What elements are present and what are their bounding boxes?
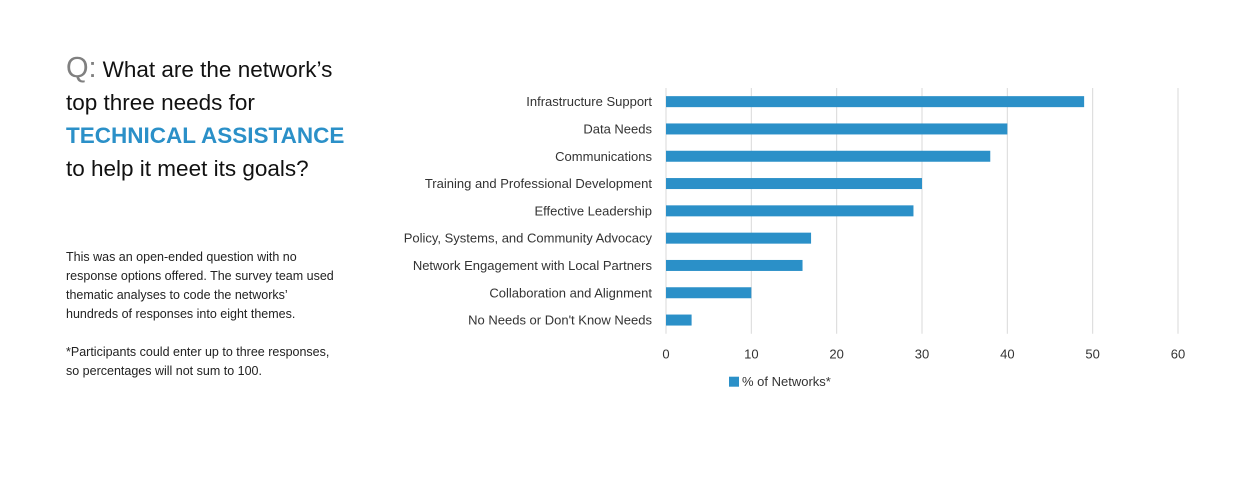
bar: [666, 178, 922, 190]
bar: [666, 96, 1085, 108]
x-tick-label: 30: [915, 347, 929, 362]
y-category-label: Data Needs: [583, 121, 652, 136]
y-category-label: No Needs or Don't Know Needs: [468, 313, 652, 328]
description-block: This was an open-ended question with no …: [66, 248, 336, 400]
bar: [666, 287, 752, 299]
y-category-label: Communications: [555, 149, 652, 164]
x-tick-label: 60: [1171, 347, 1185, 362]
question-label: Q:: [66, 52, 97, 84]
bar: [666, 150, 991, 162]
y-category-label: Policy, Systems, and Community Advocacy: [404, 231, 653, 246]
description-paragraph: This was an open-ended question with no …: [66, 250, 334, 321]
y-category-label: Network Engagement with Local Partners: [413, 258, 653, 273]
x-tick-label: 0: [662, 347, 669, 362]
question-text-before: What are the network’s top three needs f…: [66, 57, 333, 115]
bar: [666, 205, 914, 217]
bar: [666, 314, 692, 326]
question-heading: Q: What are the network’s top three needs…: [66, 52, 366, 185]
x-tick-label: 20: [829, 347, 843, 362]
bar: [666, 232, 812, 244]
y-category-label: Collaboration and Alignment: [489, 285, 652, 300]
legend-swatch: [729, 376, 739, 387]
y-category-label: Training and Professional Development: [425, 176, 653, 191]
y-category-label: Infrastructure Support: [526, 94, 652, 109]
question-highlight: TECHNICAL ASSISTANCE: [66, 123, 345, 148]
footnote-paragraph: *Participants could enter up to three re…: [66, 345, 330, 378]
x-tick-label: 50: [1085, 347, 1099, 362]
x-tick-label: 40: [1000, 347, 1014, 362]
x-tick-label: 10: [744, 347, 758, 362]
bar: [666, 123, 1008, 135]
legend-label: % of Networks*: [742, 374, 831, 389]
y-category-label: Effective Leadership: [534, 203, 652, 218]
bar: [666, 259, 803, 271]
question-text-after: to help it meet its goals?: [66, 156, 309, 181]
